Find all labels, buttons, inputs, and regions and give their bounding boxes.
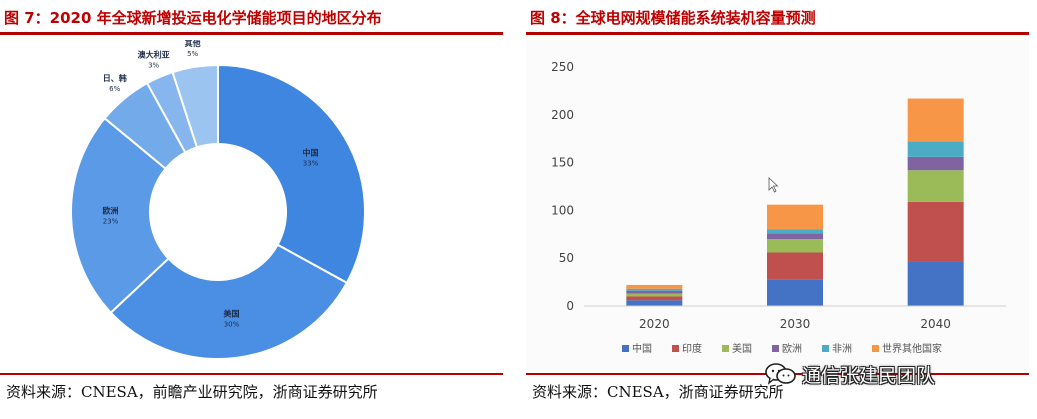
bar-segment	[767, 239, 823, 253]
slice-label: 其他	[185, 40, 201, 48]
bar-segment	[907, 261, 964, 306]
bar-segment	[907, 156, 964, 171]
slice-label: 日、韩	[103, 73, 127, 83]
legend-label: 中国	[632, 342, 652, 355]
wechat-icon	[765, 363, 796, 385]
figure-7-title-rule	[0, 32, 503, 35]
bar-segment	[626, 300, 683, 306]
donut-chart: 前瞻产业研究院前瞻产业研究院前瞻产业研究院前瞻产业研究院中国33%美国30%欧洲…	[59, 40, 382, 360]
bar-segment	[767, 229, 823, 234]
wechat-watermark: 通信张建民团队	[764, 361, 935, 387]
slice-percent: 30%	[224, 321, 240, 329]
donut-slice	[70, 116, 170, 315]
donut-slice	[171, 63, 219, 149]
slice-percent: 3%	[148, 61, 159, 69]
legend-swatch	[772, 345, 779, 352]
bar-segment	[907, 98, 964, 142]
legend-swatch	[622, 345, 629, 352]
figure-7-source: 资料来源：CNESA，前瞻产业研究院，浙商证券研究所	[6, 383, 378, 401]
slice-percent: 33%	[303, 159, 319, 167]
figure-8-title-rule	[526, 32, 1029, 35]
figure-8-title: 图 8：全球电网规模储能系统装机容量预测	[530, 9, 816, 27]
legend-label: 美国	[732, 342, 752, 355]
x-tick-label: 2030	[780, 317, 811, 331]
legend-label: 世界其他国家	[882, 342, 942, 355]
bar-segment	[626, 290, 683, 294]
legend-swatch	[872, 345, 879, 352]
figure-7-title: 图 7：2020 年全球新增投运电化学储能项目的地区分布	[4, 9, 382, 27]
figure-7-panel: 图 7：2020 年全球新增投运电化学储能项目的地区分布 前瞻产业研究院前瞻产业…	[0, 0, 503, 419]
legend-label: 印度	[682, 342, 702, 355]
stacked-bar-chart: 0 50 100 150 200 250 2020 2030 2040 中国 印度 美国 欧洲 非洲 世界其…	[526, 40, 1029, 370]
bar-segment	[626, 293, 683, 297]
bar-segment	[767, 279, 823, 306]
bar-segment	[907, 201, 964, 262]
figure-8-source: 资料来源：CNESA，浙商证券研究所	[532, 383, 784, 401]
legend-swatch	[672, 345, 679, 352]
slice-label: 欧洲	[103, 205, 119, 215]
legend-label: 非洲	[832, 343, 852, 355]
donut-slice	[109, 243, 349, 360]
x-tick-label: 2040	[920, 317, 951, 331]
bar-segment	[626, 296, 683, 301]
legend-label: 欧洲	[782, 343, 802, 355]
mouse-cursor-icon	[768, 177, 779, 193]
bar-segment	[767, 252, 823, 280]
slice-label: 美国	[223, 309, 239, 319]
slice-percent: 6%	[109, 85, 120, 93]
bar-segment	[907, 141, 964, 157]
legend-swatch	[722, 345, 729, 352]
donut-slice	[217, 63, 366, 285]
y-tick-label: 50	[559, 251, 574, 265]
y-tick-label: 100	[551, 203, 574, 217]
bar-segment	[626, 288, 683, 291]
watermark-text: 通信张建民团队	[802, 364, 936, 387]
legend-swatch	[822, 345, 829, 352]
slice-label: 中国	[303, 147, 319, 157]
slice-percent: 5%	[187, 50, 198, 58]
y-tick-label: 200	[551, 108, 574, 122]
bar-segment	[767, 233, 823, 240]
figure-8-panel: 图 8：全球电网规模储能系统装机容量预测 0 50 100 150 200 250 2020…	[526, 0, 1029, 419]
bar-segment	[907, 170, 964, 202]
y-tick-label: 150	[551, 156, 574, 170]
y-tick-label: 0	[566, 299, 574, 313]
bar-segment	[626, 284, 683, 289]
slice-label: 澳大利亚	[138, 49, 170, 59]
slice-percent: 23%	[103, 217, 119, 225]
x-tick-label: 2020	[639, 317, 670, 331]
y-tick-label: 250	[551, 60, 574, 74]
figure-7-bottom-rule	[0, 373, 503, 375]
bar-segment	[767, 204, 823, 230]
